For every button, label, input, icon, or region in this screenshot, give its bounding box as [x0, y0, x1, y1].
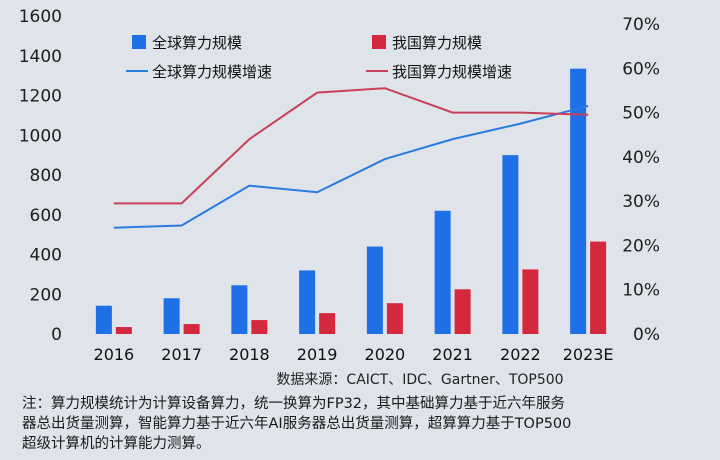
category-label: 2023E	[563, 345, 614, 364]
global-compute-bar	[366, 246, 383, 334]
china-compute-bar	[454, 289, 471, 334]
left-tick-label: 0	[51, 325, 62, 345]
global-compute-bar	[231, 285, 248, 334]
footnote: 注：算力规模统计为计算设备算力，统一换算为FP32，其中基础算力基于近六年服务 …	[22, 394, 712, 454]
global-compute-bar	[163, 298, 180, 334]
category-label: 2018	[229, 345, 270, 364]
left-tick-label: 1000	[19, 126, 62, 146]
right-tick-label: 40%	[622, 148, 660, 168]
left-tick-label: 1200	[19, 87, 62, 107]
right-tick-label: 0%	[633, 325, 660, 345]
right-tick-label: 10%	[622, 281, 660, 301]
china-compute-bar	[319, 313, 336, 334]
china-growth-line	[113, 87, 589, 205]
category-label: 2016	[94, 345, 135, 364]
category-label: 2017	[161, 345, 202, 364]
footnote-line-2: 器总出货量测算，智能算力基于近六年AI服务器总出货量测算，超算算力基于TOP50…	[22, 416, 572, 432]
china-compute-bar	[522, 269, 539, 334]
right-tick-label: 20%	[622, 236, 660, 256]
china-compute-bar	[386, 303, 403, 334]
category-label: 2020	[365, 345, 406, 364]
category-label: 2022	[500, 345, 541, 364]
left-tick-label: 1600	[19, 7, 62, 27]
global-compute-bar	[434, 210, 451, 334]
right-tick-label: 30%	[622, 192, 660, 212]
right-tick-label: 70%	[622, 15, 660, 35]
right-tick-label: 60%	[622, 59, 660, 79]
left-tick-label: 1400	[19, 47, 62, 67]
category-label: 2021	[432, 345, 473, 364]
footnote-line-3: 超级计算机的计算能力测算。	[22, 436, 211, 452]
legend-label: 我国算力规模	[392, 34, 482, 52]
china-compute-bar	[251, 320, 268, 334]
china-compute-bar	[183, 324, 200, 334]
global-compute-bar	[502, 155, 519, 334]
right-tick-label: 50%	[622, 104, 660, 124]
legend-swatch	[372, 35, 386, 49]
category-label: 2019	[297, 345, 338, 364]
china-compute-bar	[115, 327, 132, 334]
legend-swatch	[132, 35, 146, 49]
global-compute-bar	[299, 270, 316, 334]
left-tick-label: 400	[30, 246, 62, 266]
legend-label: 全球算力规模增速	[152, 63, 272, 81]
global-compute-bar	[95, 305, 112, 334]
left-tick-label: 200	[30, 285, 62, 305]
global-growth-line	[113, 104, 589, 229]
left-tick-label: 800	[30, 166, 62, 186]
footnote-line-1: 注：算力规模统计为计算设备算力，统一换算为FP32，其中基础算力基于近六年服务	[22, 396, 566, 412]
china-compute-bar	[590, 241, 607, 334]
data-source: 数据来源：CAICT、IDC、Gartner、TOP500	[276, 372, 563, 388]
global-compute-bar	[570, 68, 587, 334]
left-tick-label: 600	[30, 206, 62, 226]
legend-label: 我国算力规模增速	[392, 63, 512, 81]
legend-label: 全球算力规模	[152, 34, 242, 52]
